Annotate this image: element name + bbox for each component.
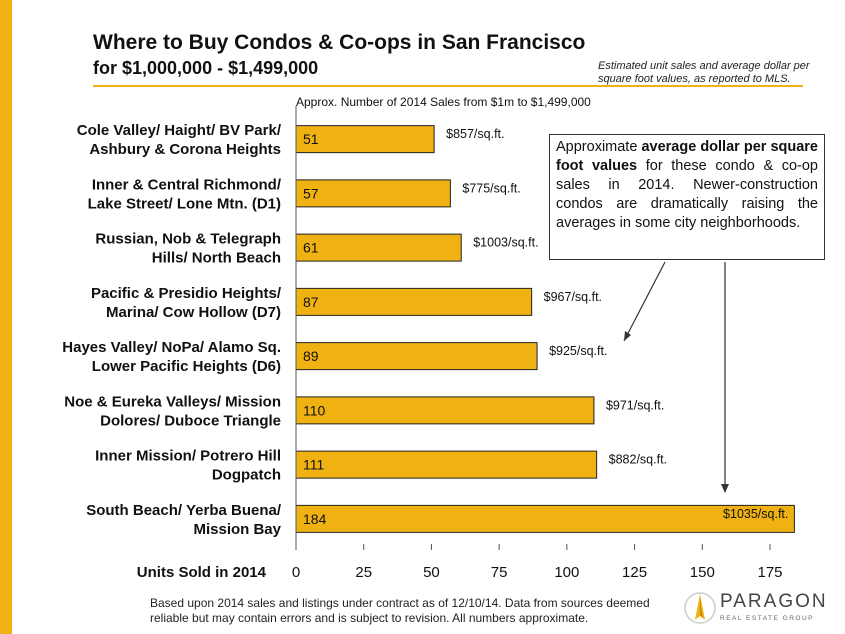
category-label: Dogpatch: [212, 467, 281, 484]
category-label: Noe & Eureka Valleys/ Mission: [64, 393, 281, 410]
page-subtitle: for $1,000,000 - $1,499,000: [93, 58, 319, 78]
category-label: Lake Street/ Lone Mtn. (D1): [88, 195, 281, 212]
x-tick-label: 50: [423, 564, 440, 581]
category-label: Marina/ Cow Hollow (D7): [106, 304, 281, 321]
bar-value-label: 184: [303, 511, 327, 527]
x-tick-label: 0: [292, 564, 300, 581]
bar: [295, 287, 533, 316]
logo-name: PARAGON: [720, 591, 828, 612]
bar-value-label: 89: [303, 348, 319, 364]
callout-bold: average dollar per square foot values: [556, 139, 818, 174]
x-tick-label: 175: [757, 564, 782, 581]
price-per-sqft-label: $1003/sq.ft.: [473, 236, 538, 250]
source-note: Estimated unit sales and average dollar …: [598, 60, 810, 85]
bar: [295, 450, 598, 479]
price-per-sqft-label: $882/sq.ft.: [609, 453, 667, 467]
x-tick-label: 25: [355, 564, 372, 581]
price-per-sqft-label: $1035/sq.ft.: [723, 507, 788, 521]
bar-value-label: 111: [303, 457, 324, 473]
bar: [295, 179, 451, 208]
price-per-sqft-label: $857/sq.ft.: [446, 127, 504, 141]
category-label: Inner & Central Richmond/: [92, 176, 282, 193]
price-per-sqft-label: $967/sq.ft.: [544, 290, 602, 304]
category-label: Dolores/ Duboce Triangle: [100, 412, 281, 429]
paragon-logo: PARAGON REAL ESTATE GROUP: [684, 588, 834, 628]
callout-arrow-line: [623, 261, 666, 342]
bar: [295, 504, 795, 533]
category-label: Lower Pacific Heights (D6): [92, 358, 281, 375]
category-label: Pacific & Presidio Heights/: [91, 285, 282, 302]
price-per-sqft-label: $925/sq.ft.: [549, 344, 607, 358]
bar: [295, 396, 595, 425]
logo-tagline: REAL ESTATE GROUP: [720, 615, 815, 622]
category-label: South Beach/ Yerba Buena/: [86, 502, 282, 519]
x-tick-label: 150: [690, 564, 715, 581]
bar-value-label: 51: [303, 131, 319, 147]
category-label: Hayes Valley/ NoPa/ Alamo Sq.: [62, 339, 281, 356]
bar-value-label: 57: [303, 185, 319, 201]
price-per-sqft-label: $775/sq.ft.: [462, 181, 520, 195]
callout-arrowhead: [721, 484, 729, 493]
callout-arrowhead: [624, 331, 631, 341]
category-label: Inner Mission/ Potrero Hill: [95, 448, 281, 465]
bar-value-label: 87: [303, 294, 319, 310]
category-label: Cole Valley/ Haight/ BV Park/: [77, 122, 282, 139]
x-tick-label: 75: [491, 564, 508, 581]
bar-value-label: 110: [303, 402, 326, 418]
callout-prefix: Approximate: [556, 139, 642, 155]
category-label: Russian, Nob & Telegraph: [95, 231, 281, 248]
price-per-sqft-label: $971/sq.ft.: [606, 398, 664, 412]
bar: [295, 233, 462, 262]
header-divider: [93, 85, 803, 87]
bar-value-label: 61: [303, 240, 319, 256]
bar: [295, 342, 538, 371]
footer-disclaimer: Based upon 2014 sales and listings under…: [150, 596, 650, 625]
category-label: Hills/ North Beach: [152, 250, 281, 267]
logo-emblem-icon: [684, 592, 716, 624]
x-tick-label: 100: [554, 564, 579, 581]
category-label: Mission Bay: [193, 521, 281, 538]
page-title: Where to Buy Condos & Co-ops in San Fran…: [93, 31, 586, 54]
x-axis-label: Units Sold in 2014: [137, 564, 267, 581]
callout-box: Approximate average dollar per square fo…: [549, 134, 825, 260]
callout-suffix: for these condo & co-op sales in 2014. N…: [556, 158, 818, 231]
chart-title: Approx. Number of 2014 Sales from $1m to…: [296, 95, 591, 109]
x-tick-label: 125: [622, 564, 647, 581]
category-label: Ashbury & Corona Heights: [89, 141, 281, 158]
accent-side-bar: [0, 0, 12, 634]
